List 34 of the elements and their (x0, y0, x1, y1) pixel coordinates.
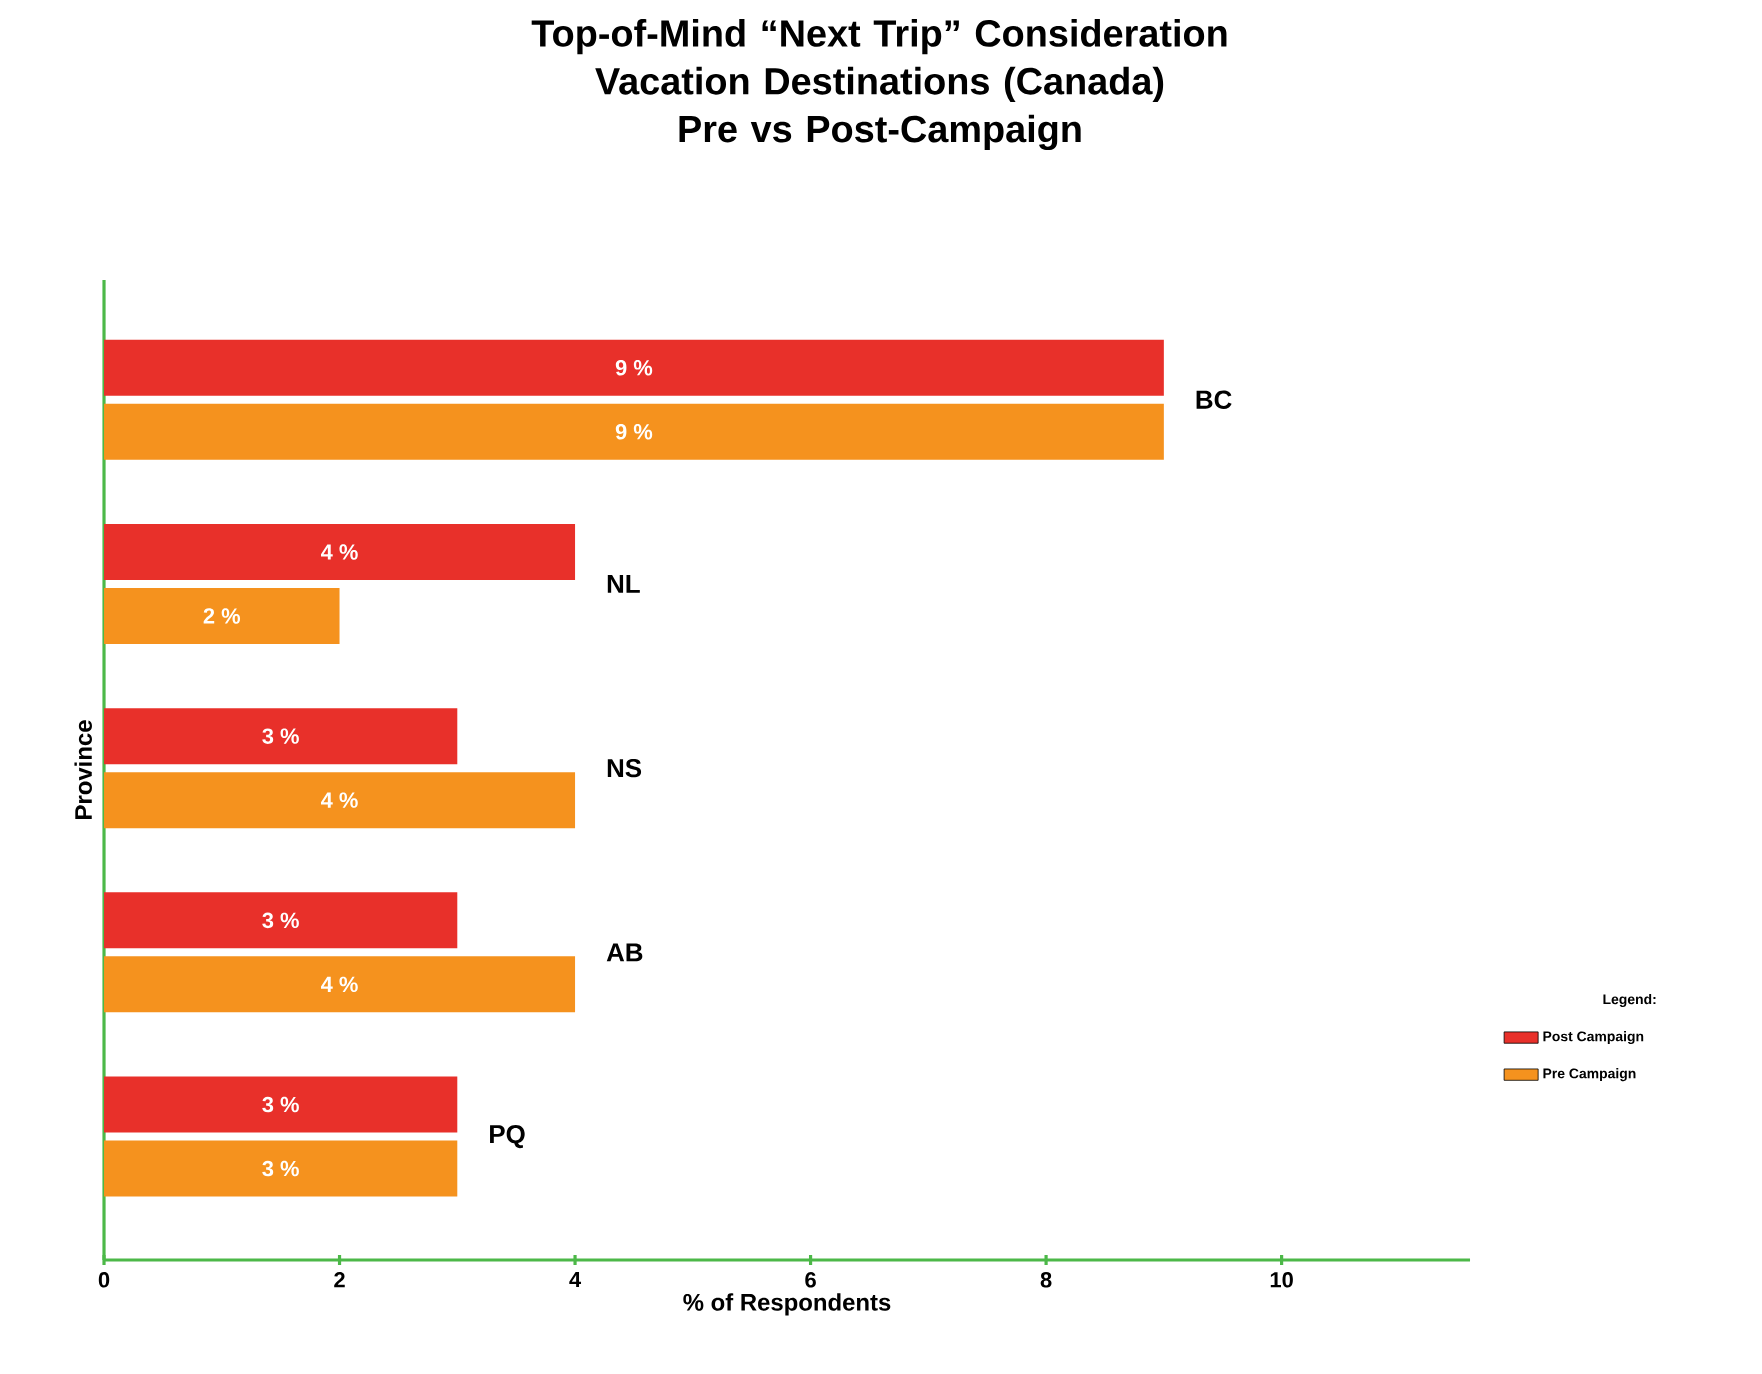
bar (104, 708, 458, 765)
data-label: 4 % (321, 976, 358, 993)
x-tick-label: 10 (1270, 1272, 1293, 1288)
bar (104, 523, 576, 580)
x-tick-label: 4 (569, 1272, 582, 1288)
bar (104, 587, 340, 644)
bar (104, 892, 458, 949)
y-tick-label: AB (606, 943, 643, 962)
data-label: 4 % (321, 544, 358, 560)
x-tick-label: 0 (98, 1272, 110, 1288)
x-tick-label: 6 (805, 1272, 816, 1288)
y-tick-label: BC (1196, 390, 1232, 409)
data-label: 3 % (262, 728, 299, 744)
bar (104, 1140, 458, 1197)
bar (104, 956, 576, 1013)
data-label: 2 % (203, 608, 241, 624)
bar (104, 403, 1164, 460)
data-label: 3 % (262, 1160, 299, 1177)
chart-title: Top-of-Mind “Next Trip” Consideration Vacation Destinations (Canada) Pre vs Post-Campaign (531, 19, 1227, 151)
bar (104, 772, 576, 829)
y-tick-label: PQ (490, 1124, 525, 1149)
data-label: 3 % (262, 1096, 299, 1113)
x-tick-label: 2 (334, 1272, 345, 1288)
bar (104, 1076, 458, 1133)
data-label: 4 % (321, 792, 358, 808)
y-tick-label: NL (607, 575, 640, 593)
x-tick-label: 8 (1040, 1272, 1052, 1288)
y-tick-label: NS (607, 758, 642, 778)
x-axis-title: % of Respondents (683, 1293, 891, 1316)
data-label: 9 % (615, 359, 653, 376)
bar (104, 339, 1164, 396)
y-axis-title: Province (74, 720, 92, 819)
data-label: 3 % (262, 912, 299, 929)
data-label: 9 % (615, 423, 653, 440)
